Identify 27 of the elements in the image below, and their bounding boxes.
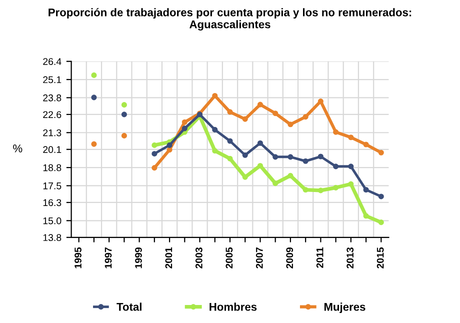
y-tick-label: 16.3 [43, 199, 62, 206]
y-tick-label: 20.1 [43, 146, 62, 154]
x-tick-label: 2005 [226, 247, 233, 268]
x-tick-label: 1999 [135, 247, 142, 268]
y-tick-label: 23.8 [43, 94, 62, 102]
x-tick-label: 2011 [316, 247, 324, 268]
y-tick-label: 21.3 [43, 129, 62, 136]
x-tick-label: 2009 [286, 247, 294, 268]
x-tick-label: 2007 [256, 248, 263, 268]
legend-label: Mujeres [324, 302, 366, 313]
x-tick-label: 1995 [74, 247, 82, 268]
x-tick-label: 2013 [346, 247, 354, 268]
x-tick-label: 2001 [165, 247, 172, 268]
y-tick-label: 17.5 [43, 182, 62, 190]
y-tick-label: 26.4 [43, 58, 62, 65]
chart-title: Proporción de trabajadores por cuenta propia y los no remunerados: Aguascalientes [48, 8, 412, 31]
x-tick-label: 1997 [104, 248, 112, 268]
y-tick-label: 22.6 [43, 111, 62, 118]
y-tick-label: 15.0 [43, 217, 62, 224]
legend-label: Total [116, 302, 142, 311]
legend-label: Hombres [210, 302, 257, 311]
y-tick-label: 25.1 [43, 76, 62, 84]
y-tick-label: 13.8 [43, 234, 62, 242]
x-tick-label: 2015 [376, 247, 384, 268]
y-axis-title: % [13, 144, 22, 152]
y-tick-label: 18.8 [43, 164, 62, 172]
x-tick-label: 2003 [195, 247, 202, 268]
